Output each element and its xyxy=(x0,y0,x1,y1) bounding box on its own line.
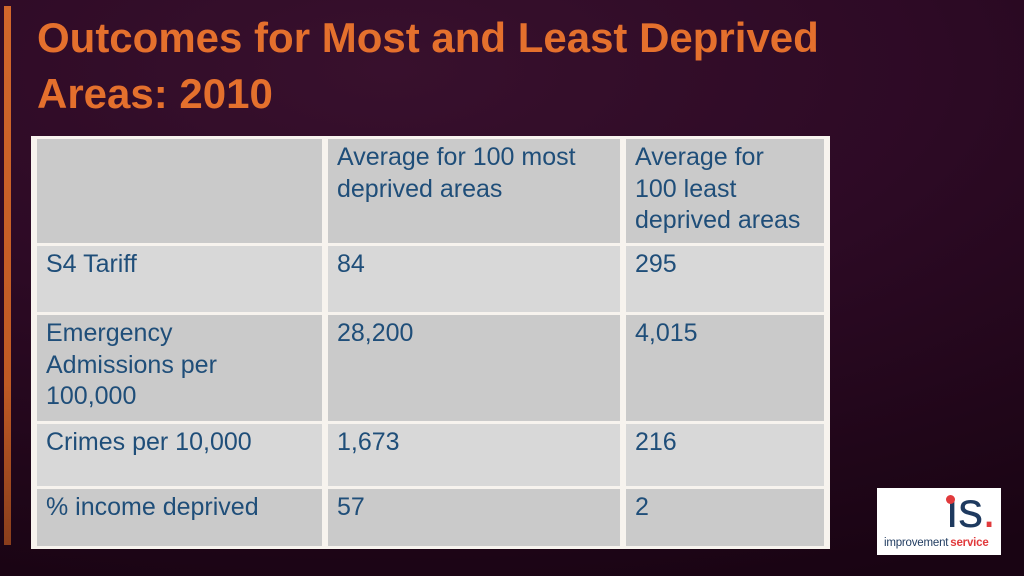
logo-subtext: improvement service xyxy=(884,537,989,549)
row-label-cell: Emergency Admissions per 100,000 xyxy=(37,315,322,421)
slide-title: Outcomes for Most and Least Deprived Are… xyxy=(37,14,819,117)
outcomes-table: Average for 100 most deprived areas Aver… xyxy=(31,136,830,549)
table-row-s4-tariff: S4 Tariff 84 295 xyxy=(37,246,824,312)
table-row-crimes: Crimes per 10,000 1,673 216 xyxy=(37,424,824,486)
table-header-row: Average for 100 most deprived areas Aver… xyxy=(37,139,824,243)
least-deprived-value-cell: 295 xyxy=(626,246,824,312)
row-label-cell: Crimes per 10,000 xyxy=(37,424,322,486)
logo-i-dot-icon xyxy=(946,495,955,504)
logo-is-letters: ıs xyxy=(945,482,983,538)
least-deprived-value-cell: 216 xyxy=(626,424,824,486)
logo-improvement-label: improvement xyxy=(884,537,949,549)
header-cell-most-deprived: Average for 100 most deprived areas xyxy=(328,139,620,243)
left-accent-bar xyxy=(4,6,11,545)
row-label-cell: % income deprived xyxy=(37,489,322,546)
most-deprived-value-cell: 28,200 xyxy=(328,315,620,421)
most-deprived-value-cell: 84 xyxy=(328,246,620,312)
table-row-emergency-admissions: Emergency Admissions per 100,000 28,200 … xyxy=(37,315,824,421)
least-deprived-value-cell: 4,015 xyxy=(626,315,824,421)
header-cell-empty xyxy=(37,139,322,243)
header-cell-least-deprived: Average for 100 least deprived areas xyxy=(626,139,824,243)
logo-is-text: ıs. xyxy=(945,482,996,540)
improvement-service-logo: ıs. improvement service xyxy=(877,482,1001,555)
most-deprived-value-cell: 57 xyxy=(328,489,620,546)
row-label-cell: S4 Tariff xyxy=(37,246,322,312)
most-deprived-value-cell: 1,673 xyxy=(328,424,620,486)
table-row-income-deprived: % income deprived 57 2 xyxy=(37,489,824,546)
logo-service-label: service xyxy=(950,537,989,549)
least-deprived-value-cell: 2 xyxy=(626,489,824,546)
logo-is-period: . xyxy=(982,482,996,538)
